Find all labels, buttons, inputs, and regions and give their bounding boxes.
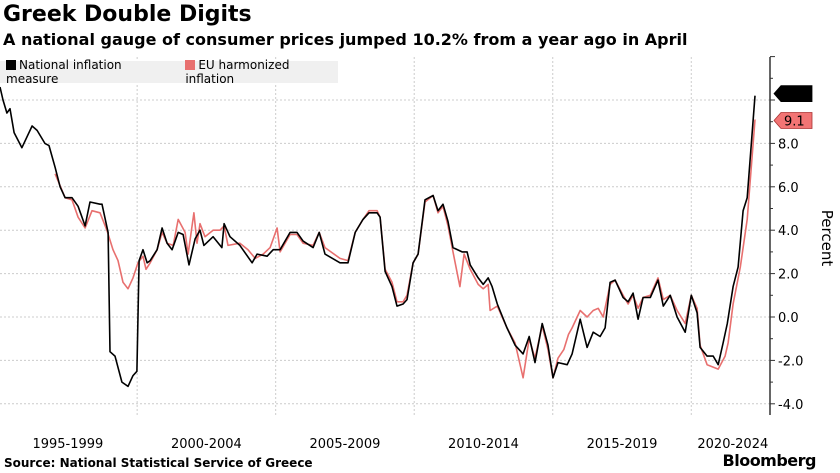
series-line-national (0, 86, 756, 388)
y-tick-label: 2.0 (778, 268, 799, 283)
legend-item-eu: EU harmonized inflation (185, 58, 338, 86)
legend-label-eu: EU harmonized inflation (185, 58, 290, 86)
chart-subtitle: A national gauge of consumer prices jump… (3, 30, 688, 49)
x-tick-label: 2020-2024 (697, 437, 768, 452)
y-tick-label: 4.0 (778, 224, 799, 239)
y-tick-label: -4.0 (778, 398, 803, 413)
legend-item-national: National inflation measure (6, 58, 173, 86)
legend-label-national: National inflation measure (6, 58, 122, 86)
x-tick-label: 2005-2009 (310, 437, 381, 452)
chart-title: Greek Double Digits (3, 2, 252, 27)
callout-eu (773, 112, 813, 129)
legend-swatch-national (6, 60, 16, 70)
callout-label-eu: 9.1 (784, 115, 805, 130)
series-line-eu (54, 119, 756, 379)
legend: National inflation measure EU harmonized… (0, 58, 338, 86)
legend-swatch-eu (185, 60, 196, 70)
x-tick-label: 2000-2004 (171, 437, 242, 452)
y-tick-label: 0.0 (778, 311, 799, 326)
bloomberg-logo: Bloomberg (722, 451, 817, 470)
y-tick-label: -2.0 (778, 354, 803, 369)
x-tick-label: 2010-2014 (448, 437, 519, 452)
callout-national (773, 85, 813, 103)
x-tick-label: 1995-1999 (32, 437, 103, 452)
source-note: Source: National Statistical Service of … (4, 456, 313, 470)
y-axis-title: Percent (818, 210, 836, 267)
callout-label-national: 10.2 (784, 88, 813, 103)
y-tick-label: 6.0 (778, 181, 799, 196)
y-tick-label: 8.0 (778, 137, 799, 152)
x-tick-label: 2015-2019 (587, 437, 658, 452)
